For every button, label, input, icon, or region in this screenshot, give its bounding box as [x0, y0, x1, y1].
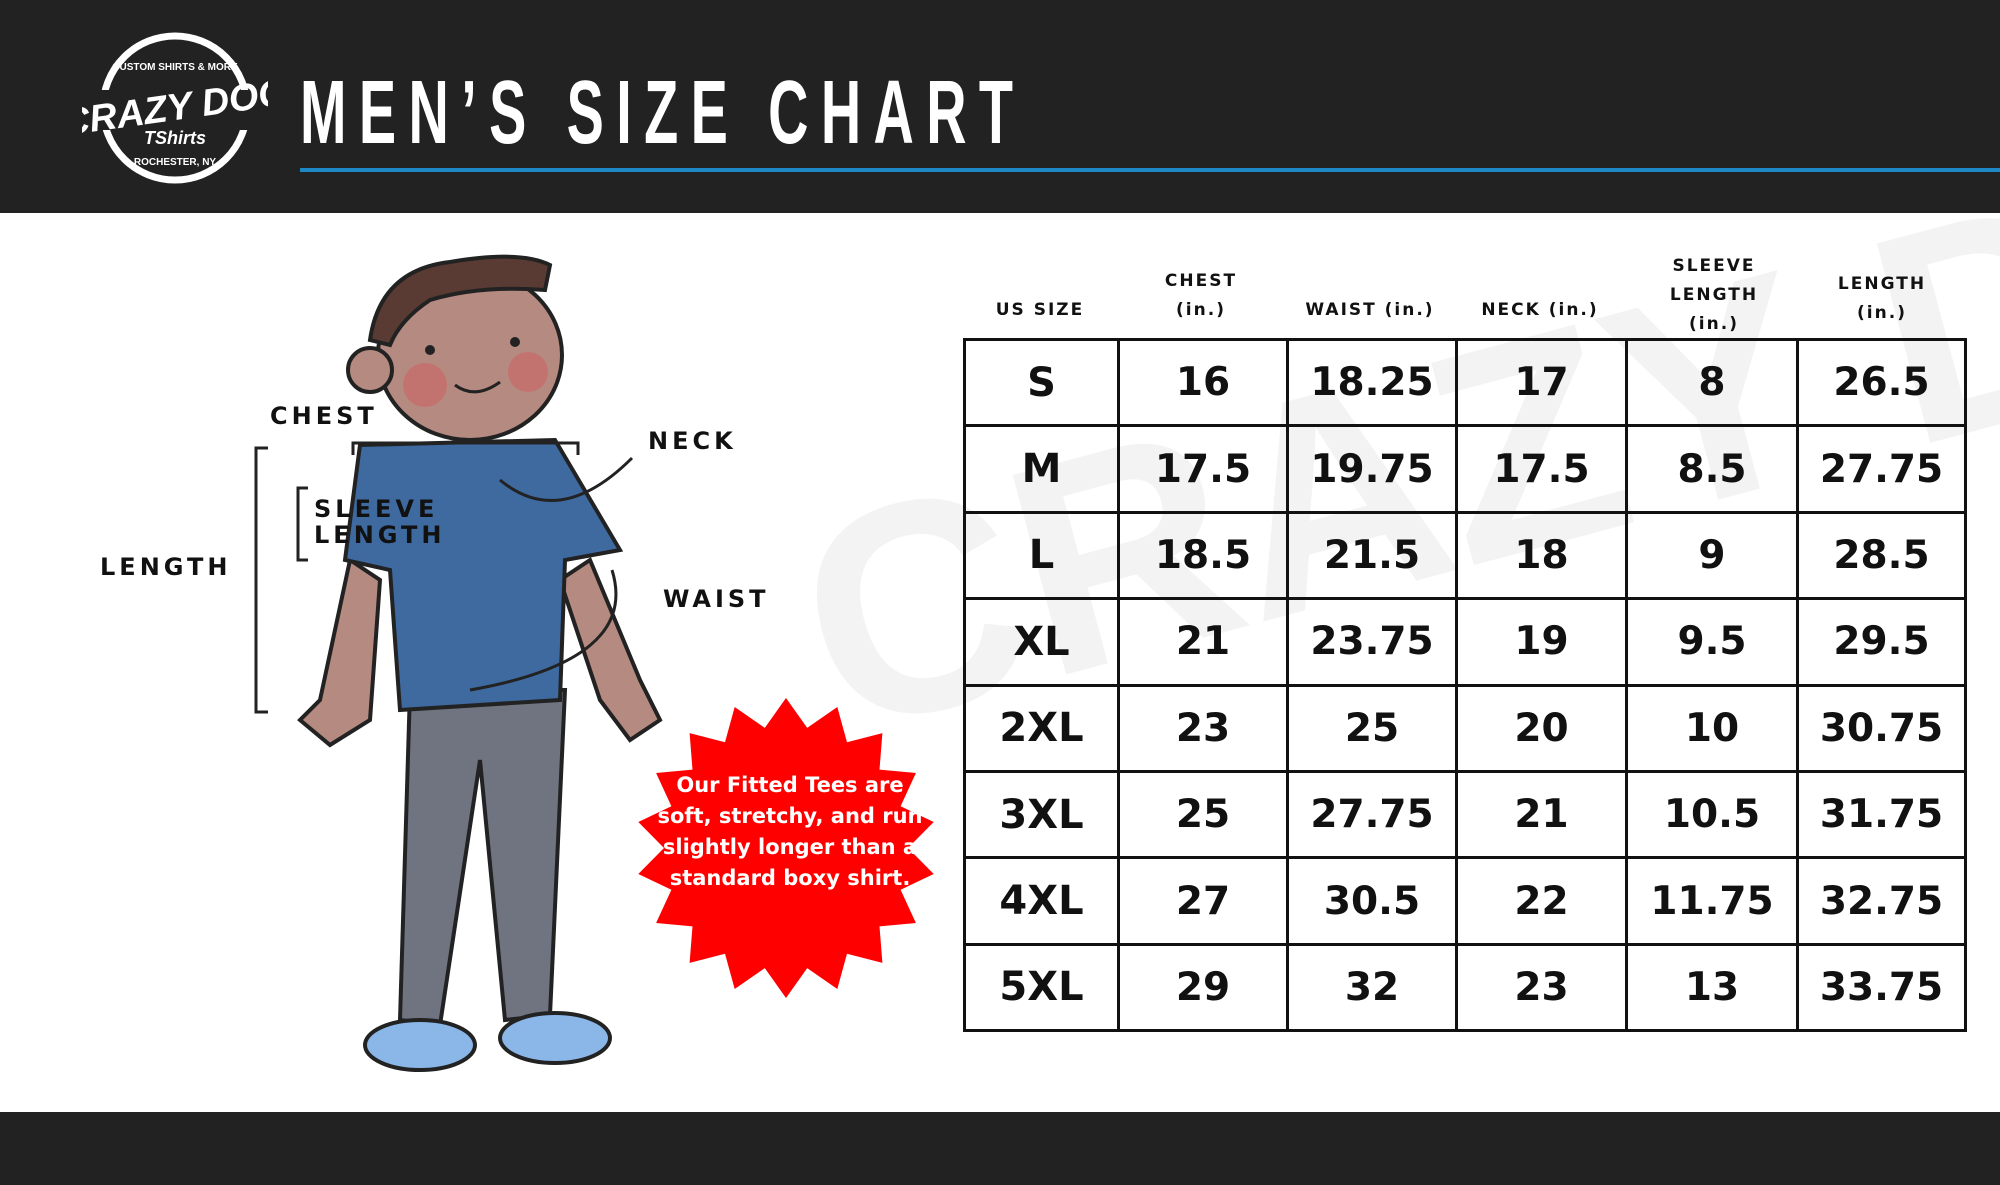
col-header-waist: WAIST (in.) [1305, 300, 1435, 320]
measurement-cell: 21 [1117, 597, 1289, 687]
svg-text:TShirts: TShirts [144, 128, 206, 148]
svg-text:ROCHESTER, NY: ROCHESTER, NY [134, 157, 217, 168]
measurement-cell: 32.75 [1796, 856, 1967, 946]
measurement-cell: 9.5 [1625, 597, 1799, 687]
boy-illustration [254, 254, 663, 1072]
measurement-cell: 32 [1286, 942, 1458, 1033]
measurement-cell: 11.75 [1625, 856, 1799, 946]
col-header-size: US SIZE [995, 300, 1085, 320]
measurement-cell: 18 [1455, 510, 1628, 601]
sleeve-label-2: LENGTH [314, 521, 446, 549]
crazy-dog-logo: CRAZY DOG TShirts CUSTOM SHIRTS & MORE R… [82, 32, 268, 184]
measurement-cell: 8 [1625, 337, 1799, 428]
measurement-cell: 30.75 [1796, 683, 1967, 773]
measurement-cell: 16 [1117, 337, 1289, 428]
col-header-length: LENGTH (in.) [1837, 274, 1927, 323]
measurement-cell: 10.5 [1625, 769, 1799, 860]
measurement-cell: 13 [1625, 942, 1799, 1033]
size-cell: 5XL [963, 942, 1120, 1033]
size-cell: S [963, 337, 1120, 428]
size-cell: 4XL [963, 856, 1120, 946]
measurement-cell: 21.5 [1286, 510, 1458, 601]
measurement-cell: 21 [1455, 769, 1628, 860]
svg-text:CUSTOM SHIRTS & MORE: CUSTOM SHIRTS & MORE [112, 62, 238, 73]
measurement-cell: 27.75 [1286, 769, 1458, 860]
measurement-cell: 10 [1625, 683, 1799, 773]
measurement-cell: 31.75 [1796, 769, 1967, 860]
size-cell: XL [963, 597, 1120, 687]
size-table: S 16 18.25 17 8 26.5 M 17.5 19.75 17.5 8.5 27.75 L 18… [963, 337, 1967, 1033]
measurement-cell: 17 [1455, 337, 1628, 428]
title-underline [300, 168, 2000, 172]
size-cell: 3XL [963, 769, 1120, 860]
measurement-cell: 28.5 [1796, 510, 1967, 601]
starburst-shape [638, 698, 934, 998]
measurement-cell: 23 [1455, 942, 1628, 1033]
page-title: MEN’S SIZE CHART [300, 63, 1026, 163]
length-label: LENGTH [100, 553, 232, 581]
measurement-cell: 30.5 [1286, 856, 1458, 946]
measurement-cell: 23 [1117, 683, 1289, 773]
measurement-cell: 18.5 [1117, 510, 1289, 601]
neck-label: NECK [648, 427, 737, 455]
col-header-chest: CHEST (in.) [1164, 271, 1238, 320]
table-row: 2XL 23 25 20 10 30.75 [963, 683, 1967, 773]
measurement-cell: 23.75 [1286, 597, 1458, 687]
table-row: M 17.5 19.75 17.5 8.5 27.75 [963, 424, 1967, 514]
table-row: XL 21 23.75 19 9.5 29.5 [963, 597, 1967, 687]
measurement-cell: 20 [1455, 683, 1628, 773]
footer-bar [0, 1112, 2000, 1185]
measurement-cell: 25 [1117, 769, 1289, 860]
table-row: 3XL 25 27.75 21 10.5 31.75 [963, 769, 1967, 860]
measurement-cell: 27.75 [1796, 424, 1967, 514]
measurement-cell: 26.5 [1796, 337, 1967, 428]
table-row: S 16 18.25 17 8 26.5 [963, 337, 1967, 428]
measurement-cell: 27 [1117, 856, 1289, 946]
header [0, 0, 2000, 213]
measurement-cell: 17.5 [1455, 424, 1628, 514]
measurement-cell: 19.75 [1286, 424, 1458, 514]
chest-label: CHEST [270, 402, 378, 430]
measurement-cell: 29 [1117, 942, 1289, 1033]
measurement-cell: 8.5 [1625, 424, 1799, 514]
measurement-cell: 19 [1455, 597, 1628, 687]
size-cell: 2XL [963, 683, 1120, 773]
measurement-cell: 33.75 [1796, 942, 1967, 1033]
measurement-cell: 29.5 [1796, 597, 1967, 687]
col-header-sleeve: SLEEVE LENGTH (in.) [1669, 256, 1759, 334]
waist-label: WAIST [663, 585, 770, 613]
callout-starburst [638, 698, 934, 998]
size-cell: L [963, 510, 1120, 601]
table-row: 4XL 27 30.5 22 11.75 32.75 [963, 856, 1967, 946]
measurement-cell: 25 [1286, 683, 1458, 773]
measurement-cell: 9 [1625, 510, 1799, 601]
measurement-cell: 18.25 [1286, 337, 1458, 428]
measurement-cell: 17.5 [1117, 424, 1289, 514]
measurement-cell: 22 [1455, 856, 1628, 946]
callout-text: Our Fitted Tees are soft, stretchy, and … [657, 773, 923, 890]
table-row: 5XL 29 32 23 13 33.75 [963, 942, 1967, 1033]
col-header-neck: NECK (in.) [1481, 300, 1599, 320]
sleeve-label-1: SLEEVE [314, 495, 439, 523]
table-row: L 18.5 21.5 18 9 28.5 [963, 510, 1967, 601]
size-cell: M [963, 424, 1120, 514]
